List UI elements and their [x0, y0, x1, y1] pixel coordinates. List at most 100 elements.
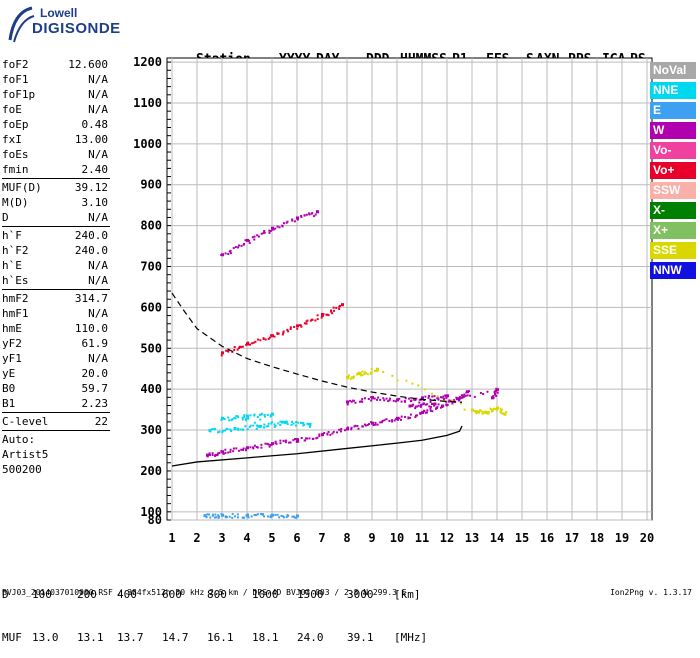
trace-point [273, 425, 276, 428]
trace-point [306, 437, 309, 440]
trace-point [237, 428, 240, 431]
x-tick-label: 13 [465, 531, 479, 545]
trace-point [418, 401, 421, 404]
param-value: 13.00 [74, 133, 108, 146]
trace-point [228, 515, 231, 518]
trace-point [257, 338, 260, 341]
trace-point [463, 408, 466, 411]
trace-point [300, 436, 303, 439]
y-tick-label: 600 [140, 300, 162, 314]
trace-point [295, 516, 298, 519]
x-tick-label: 5 [268, 531, 275, 545]
trace-point [269, 415, 272, 418]
trace-point [276, 332, 279, 335]
trace-point [464, 394, 467, 397]
param-name: h`Es [2, 274, 29, 287]
param-name: B1 [2, 397, 16, 410]
trace-point [297, 440, 300, 443]
trace-point [252, 341, 255, 344]
trace-point [260, 443, 263, 446]
trace-point [338, 307, 341, 310]
trace-point [346, 375, 349, 379]
trace-point [382, 370, 385, 373]
trace-point [232, 447, 235, 450]
trace-point [503, 412, 507, 416]
trace-point [458, 396, 461, 399]
trace-point [231, 418, 234, 421]
trace-f2-second-hop [220, 303, 344, 357]
trace-point [326, 433, 329, 436]
trace-point [320, 316, 323, 319]
footer-version: Ion2Png v. 1.3.17 [610, 588, 692, 597]
trace-point [268, 229, 271, 232]
trace-point [365, 372, 368, 375]
trace-point [253, 421, 256, 424]
trace-point [419, 411, 422, 414]
trace-point [396, 398, 399, 402]
trace-point [414, 407, 417, 410]
trace-point [352, 375, 355, 378]
separator [2, 430, 110, 431]
trace-point [300, 214, 303, 217]
trace-point [354, 401, 357, 404]
trace-point [284, 441, 287, 444]
trace-point [269, 516, 272, 519]
logo-swoosh-icon [8, 6, 35, 43]
trace-point [291, 420, 294, 423]
trace-point [363, 372, 366, 375]
trace-point [432, 402, 435, 405]
trace-point [377, 396, 380, 399]
param-row: hmF2 314.7 [2, 291, 110, 306]
trace-point [493, 391, 496, 394]
trace-point [396, 418, 399, 421]
distance-value: 800 [207, 588, 227, 601]
trace-point [387, 400, 390, 403]
trace-point [316, 314, 319, 317]
trace-point [224, 448, 227, 451]
x-tick-label: 18 [590, 531, 604, 545]
trace-point [367, 397, 370, 400]
trace-point [421, 396, 424, 400]
muf-value: 14.7 [162, 631, 189, 644]
trace-point [308, 425, 311, 428]
trace-point [264, 442, 267, 445]
trace-point [253, 444, 256, 447]
trace-point [447, 400, 450, 403]
param-row: hmE 110.0 [2, 321, 110, 336]
distance-value: 3000 [347, 588, 374, 601]
trace-point [263, 423, 266, 426]
param-row: h`Es N/A [2, 273, 110, 288]
trace-point [224, 252, 227, 255]
y-tick-label: 1200 [133, 55, 162, 69]
trace-point [339, 304, 342, 307]
trace-point [474, 410, 477, 413]
trace-point [496, 406, 499, 410]
trace-point [296, 438, 299, 442]
distance-value: 400 [117, 588, 137, 601]
trace-point [216, 454, 219, 457]
trace-point [303, 423, 306, 426]
param-name: hmF2 [2, 292, 29, 305]
param-value: 22 [94, 415, 108, 428]
trace-point [261, 513, 264, 516]
trace-point [471, 408, 474, 412]
trace-point [392, 399, 395, 402]
trace-e-layer [203, 512, 299, 519]
trace-point [459, 402, 462, 405]
trace-point [206, 513, 209, 516]
trace-point [265, 425, 268, 428]
trace-point [256, 446, 259, 449]
trace-point [227, 451, 230, 454]
param-value: 2.40 [81, 163, 109, 176]
trace-point [269, 229, 272, 232]
trace-point [380, 421, 383, 424]
trace-point [238, 345, 241, 348]
trace-point [208, 429, 212, 433]
param-value: N/A [88, 307, 108, 320]
trace-point [428, 394, 431, 397]
trace-point [431, 395, 434, 398]
trace-point [417, 384, 420, 387]
muf-value: 16.1 [207, 631, 234, 644]
trace-point [441, 404, 444, 408]
trace-point [227, 253, 230, 256]
